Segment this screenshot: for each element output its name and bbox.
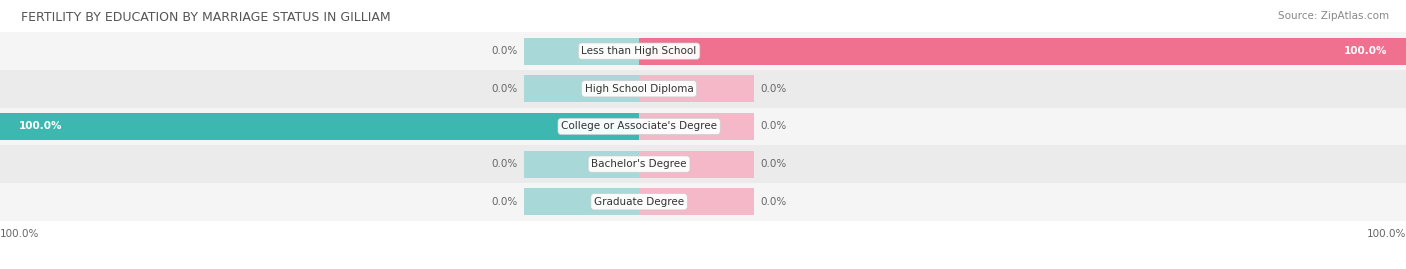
Text: Graduate Degree: Graduate Degree bbox=[593, 197, 685, 207]
Text: 0.0%: 0.0% bbox=[761, 159, 787, 169]
Text: Source: ZipAtlas.com: Source: ZipAtlas.com bbox=[1278, 11, 1389, 21]
Text: 0.0%: 0.0% bbox=[492, 84, 517, 94]
Text: Less than High School: Less than High School bbox=[582, 46, 697, 56]
Bar bbox=[640, 75, 754, 102]
Bar bbox=[640, 188, 754, 215]
Bar bbox=[524, 75, 640, 102]
Text: 0.0%: 0.0% bbox=[761, 197, 787, 207]
Text: 100.0%: 100.0% bbox=[1343, 46, 1386, 56]
Bar bbox=[640, 151, 754, 178]
Bar bbox=[0, 108, 1406, 145]
Bar bbox=[0, 32, 1406, 70]
Text: 0.0%: 0.0% bbox=[761, 121, 787, 132]
Bar bbox=[640, 38, 1406, 65]
Text: Bachelor's Degree: Bachelor's Degree bbox=[592, 159, 688, 169]
Text: 100.0%: 100.0% bbox=[0, 229, 39, 239]
Text: 0.0%: 0.0% bbox=[761, 84, 787, 94]
Text: 0.0%: 0.0% bbox=[492, 159, 517, 169]
Bar bbox=[524, 38, 640, 65]
Bar bbox=[524, 188, 640, 215]
Text: 100.0%: 100.0% bbox=[1367, 229, 1406, 239]
Text: College or Associate's Degree: College or Associate's Degree bbox=[561, 121, 717, 132]
Text: FERTILITY BY EDUCATION BY MARRIAGE STATUS IN GILLIAM: FERTILITY BY EDUCATION BY MARRIAGE STATU… bbox=[21, 11, 391, 24]
Legend: Married, Unmarried: Married, Unmarried bbox=[621, 267, 785, 269]
Text: High School Diploma: High School Diploma bbox=[585, 84, 693, 94]
Bar bbox=[0, 70, 1406, 108]
Bar bbox=[0, 145, 1406, 183]
Bar bbox=[640, 113, 754, 140]
Bar bbox=[0, 183, 1406, 221]
Text: 0.0%: 0.0% bbox=[492, 46, 517, 56]
Text: 100.0%: 100.0% bbox=[20, 121, 63, 132]
Bar bbox=[524, 151, 640, 178]
Text: 0.0%: 0.0% bbox=[492, 197, 517, 207]
Bar bbox=[0, 113, 640, 140]
